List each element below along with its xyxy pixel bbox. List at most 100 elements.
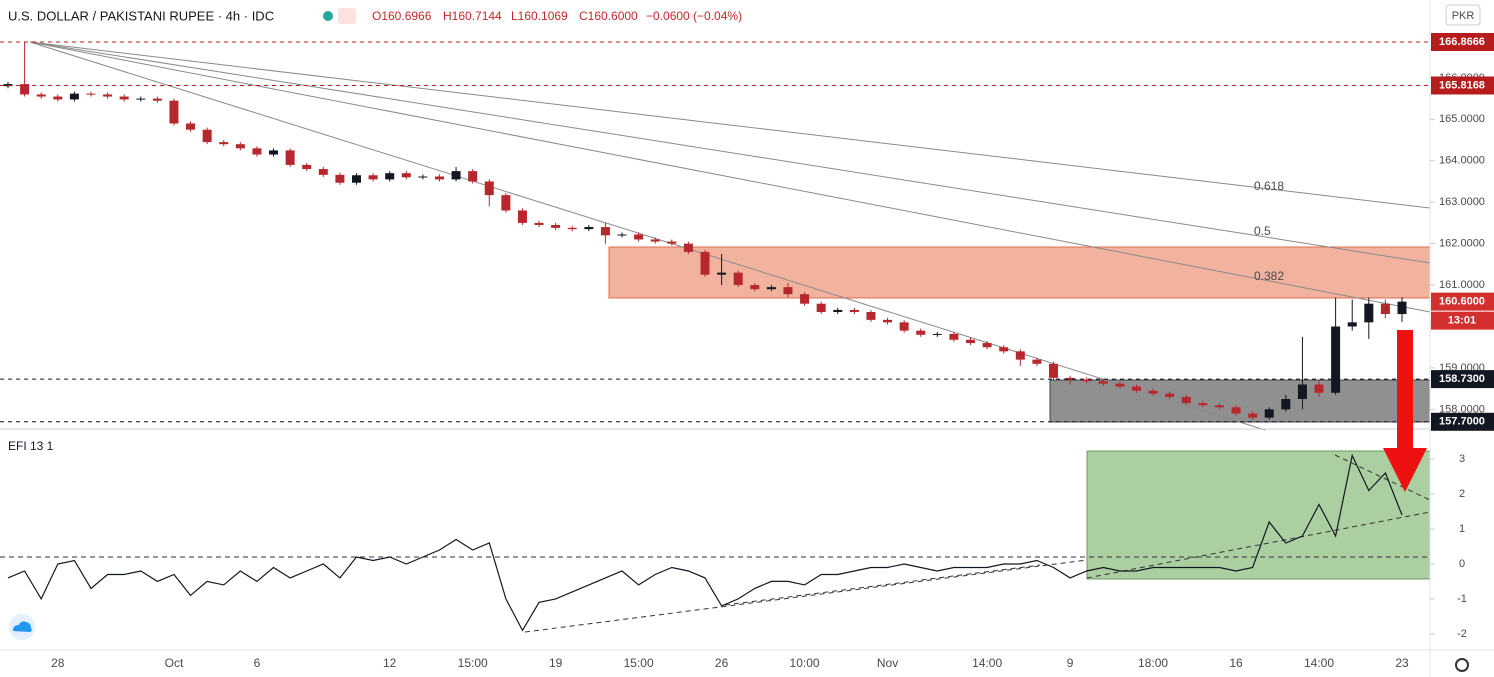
- candle-body: [949, 333, 959, 340]
- x-tick-label: 15:00: [624, 656, 654, 670]
- candle-body: [418, 176, 428, 178]
- candle-body: [1331, 326, 1341, 393]
- fib-fan: [29, 41, 1431, 431]
- settings-gear[interactable]: [1455, 658, 1469, 672]
- efi-trend: [524, 559, 1088, 633]
- candle-body: [1231, 407, 1241, 414]
- candle-body: [982, 343, 992, 348]
- efi-trend: [1086, 511, 1431, 579]
- price-label: 160.6000: [1439, 296, 1485, 308]
- legend-value: −0.0600 (−0.04%): [646, 9, 742, 23]
- candle-body: [683, 243, 693, 252]
- x-tick-label: Nov: [877, 656, 898, 670]
- support-zone: [1049, 379, 1431, 423]
- currency-box[interactable]: [1445, 4, 1481, 26]
- candle-body: [1181, 396, 1191, 404]
- resistance-zone: [608, 246, 1431, 299]
- candle-body: [352, 175, 361, 183]
- candle-body: [235, 144, 245, 149]
- candle-body: [551, 224, 561, 228]
- candle-body: [169, 100, 179, 124]
- candle-body: [1248, 413, 1258, 418]
- candle-body: [252, 148, 262, 155]
- candle-body: [1115, 383, 1125, 387]
- candle-body: [1214, 405, 1224, 408]
- candle-body: [302, 164, 312, 170]
- candle-body: [1065, 377, 1075, 380]
- indicator-title: EFI 13 1: [8, 439, 54, 453]
- candle-body: [269, 150, 279, 155]
- candle-body: [119, 96, 129, 100]
- candle-body: [1297, 384, 1307, 399]
- legend-value: O160.6966: [372, 9, 432, 23]
- candle-body: [186, 123, 196, 130]
- y-tick-label: -2: [1457, 628, 1467, 640]
- legend-value: L160.1069: [511, 9, 568, 23]
- fan-line: [29, 41, 1431, 209]
- candle-body: [750, 285, 760, 290]
- candle-body: [1148, 390, 1158, 394]
- x-tick-label: 6: [254, 656, 261, 670]
- candle-body: [700, 251, 710, 275]
- price-label-box: [1431, 292, 1494, 311]
- candle-body: [434, 176, 444, 180]
- candle-body: [517, 210, 527, 223]
- candle-body: [899, 322, 909, 331]
- candle-body: [833, 309, 843, 312]
- y-tick-label: 164.0000: [1439, 155, 1485, 167]
- candle-body: [1364, 303, 1374, 323]
- legend-value: C160.6000: [579, 9, 638, 23]
- candle-body: [1397, 301, 1407, 315]
- x-tick-label: 28: [51, 656, 65, 670]
- efi-zone: [1086, 450, 1431, 580]
- candle-body: [1131, 386, 1141, 391]
- y-tick-label: 1: [1459, 523, 1465, 535]
- y-tick-label: 0: [1459, 558, 1465, 570]
- efi-trendlines: [0, 454, 1431, 633]
- x-tick-label: 14:00: [1304, 656, 1334, 670]
- candle-body: [1380, 303, 1390, 315]
- fan-line: [29, 41, 1431, 264]
- candle-body: [1049, 363, 1058, 378]
- price-label: 166.8666: [1439, 36, 1485, 48]
- y-tick-label: 163.0000: [1439, 196, 1485, 208]
- candle-body: [69, 93, 79, 100]
- y-tick-label: 2: [1459, 488, 1465, 500]
- arrow-shaft: [1397, 330, 1413, 448]
- candle-body: [916, 330, 926, 335]
- candle-body: [999, 347, 1009, 352]
- x-tick-label: 16: [1229, 656, 1243, 670]
- candle-body: [103, 94, 113, 97]
- candle-body: [1314, 384, 1324, 393]
- price-label-box: [1431, 76, 1494, 95]
- efi-line: [7, 453, 1403, 632]
- y-tick-label: 165.0000: [1439, 113, 1485, 125]
- candle-body: [202, 129, 212, 143]
- candle-body: [318, 169, 328, 175]
- candle-body: [816, 303, 826, 312]
- fib-label: 0.5: [1254, 224, 1271, 238]
- candle-body: [152, 98, 162, 101]
- down-arrow: [1383, 330, 1427, 492]
- arrow-head: [1383, 448, 1427, 492]
- candle-body: [1347, 322, 1357, 327]
- candle-body: [1281, 398, 1291, 410]
- candle-body: [53, 96, 63, 100]
- y-tick-label: -1: [1457, 593, 1467, 605]
- candle-body: [567, 227, 577, 230]
- efi-trend: [724, 564, 1041, 606]
- candle-body: [534, 222, 544, 225]
- y-tick-label: 158.0000: [1439, 403, 1485, 415]
- candle-body: [368, 175, 378, 180]
- legend-value: H160.7144: [443, 9, 502, 23]
- candle-body: [1032, 359, 1042, 364]
- fib-label: 0.618: [1254, 179, 1284, 193]
- x-tick-label: 26: [715, 656, 729, 670]
- candle-body: [883, 319, 893, 323]
- candle-body: [1098, 381, 1108, 384]
- currency[interactable]: PKR: [1452, 10, 1475, 22]
- price-label-box: [1431, 412, 1494, 431]
- candle-body: [468, 171, 478, 182]
- candle-body: [932, 333, 942, 335]
